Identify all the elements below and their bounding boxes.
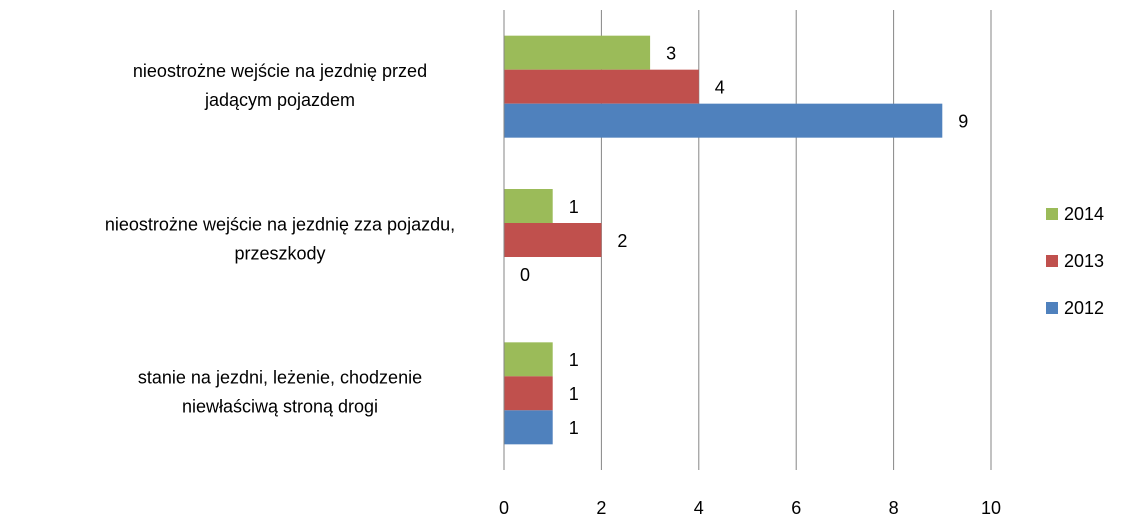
data-label: 1 bbox=[569, 197, 579, 217]
x-tick-label: 10 bbox=[981, 498, 1001, 518]
bar bbox=[504, 410, 553, 445]
x-tick-label: 4 bbox=[694, 498, 704, 518]
data-label: 9 bbox=[958, 111, 968, 131]
data-label: 3 bbox=[666, 43, 676, 63]
data-label: 4 bbox=[715, 77, 725, 97]
category-label: jadącym pojazdem bbox=[204, 90, 355, 110]
data-label: 1 bbox=[569, 418, 579, 438]
bar bbox=[504, 69, 699, 104]
x-tick-label: 6 bbox=[791, 498, 801, 518]
bar bbox=[504, 103, 943, 138]
category-label: przeszkody bbox=[234, 243, 325, 263]
data-label: 2 bbox=[617, 231, 627, 251]
category-label: stanie na jezdni, leżenie, chodzenie bbox=[138, 368, 422, 388]
legend-label: 2013 bbox=[1064, 251, 1104, 271]
legend-swatch bbox=[1046, 302, 1058, 314]
legend-swatch bbox=[1046, 208, 1058, 220]
x-tick-label: 2 bbox=[596, 498, 606, 518]
category-label: nieostrożne wejście na jezdnię przed bbox=[133, 61, 427, 81]
category-label: niewłaściwą stroną drogi bbox=[182, 397, 378, 417]
category-label: nieostrożne wejście na jezdnię zza pojaz… bbox=[105, 214, 455, 234]
x-tick-label: 0 bbox=[499, 498, 509, 518]
legend-label: 2014 bbox=[1064, 204, 1104, 224]
data-label: 0 bbox=[520, 265, 530, 285]
bar bbox=[504, 342, 553, 377]
bar bbox=[504, 223, 602, 257]
bar bbox=[504, 376, 553, 411]
bar bbox=[504, 35, 651, 70]
x-tick-label: 8 bbox=[889, 498, 899, 518]
bar bbox=[504, 189, 553, 223]
legend-swatch bbox=[1046, 255, 1058, 267]
data-label: 1 bbox=[569, 384, 579, 404]
legend-label: 2012 bbox=[1064, 298, 1104, 318]
data-label: 1 bbox=[569, 350, 579, 370]
